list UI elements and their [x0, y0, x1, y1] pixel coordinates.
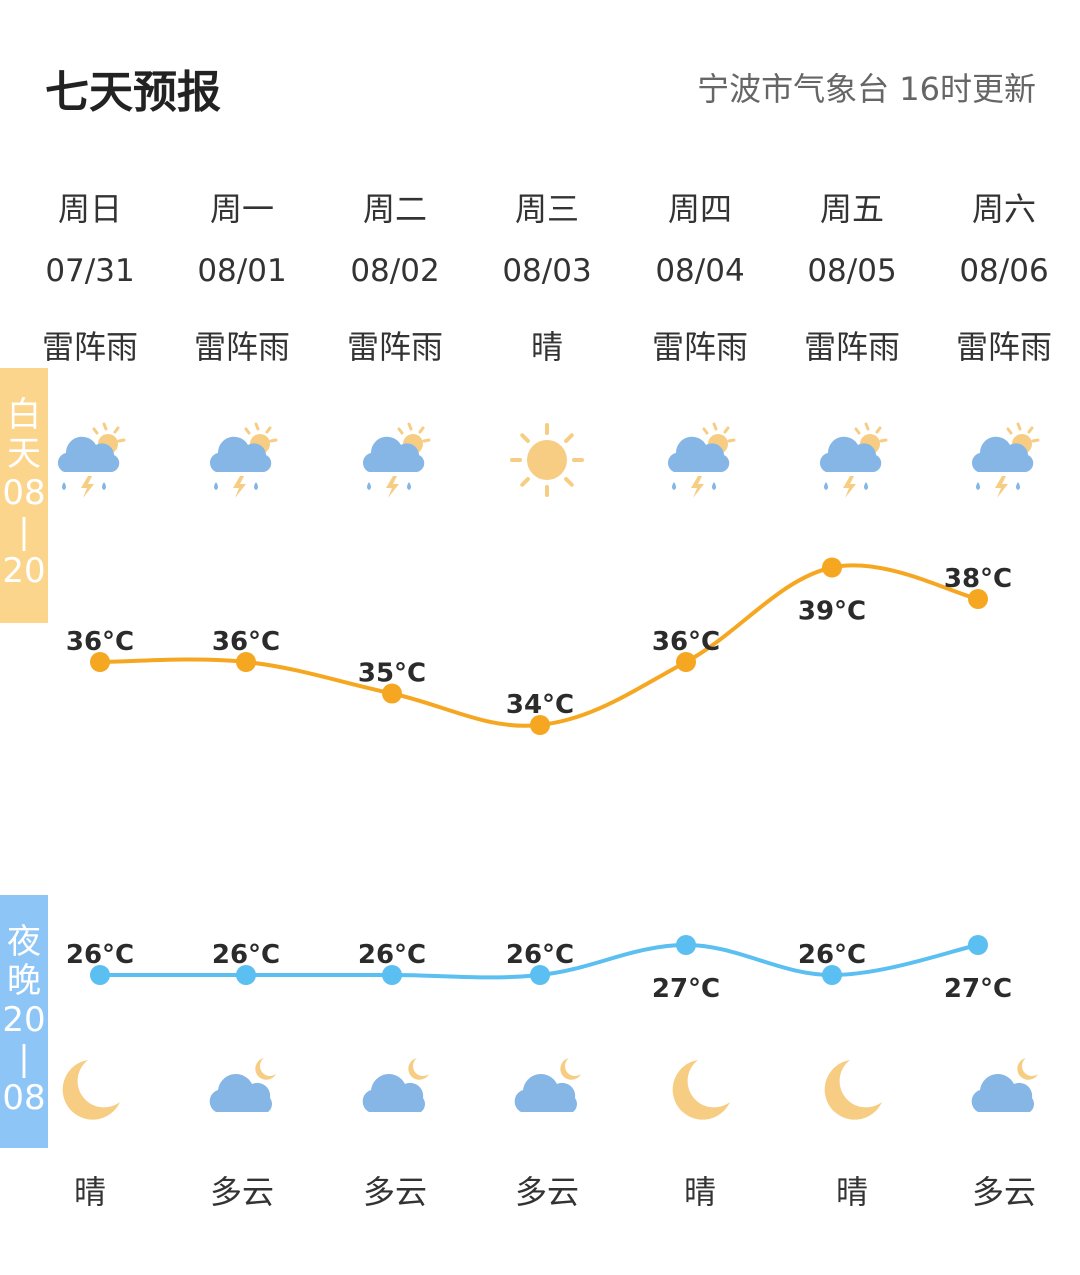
date-label: 07/31 — [45, 253, 135, 289]
band-label-char: 08 — [2, 1078, 46, 1118]
thunder-shower-icon — [964, 420, 1044, 500]
date-label: 08/06 — [959, 253, 1049, 289]
weekday-label: 周日 — [57, 190, 122, 228]
sun-icon — [507, 420, 587, 500]
day-weather-label: 雷阵雨 — [955, 328, 1052, 366]
night-temp-point — [530, 965, 550, 985]
night-temp-point — [236, 965, 256, 985]
band-label-char: 白 — [7, 395, 41, 435]
day-temp-point — [676, 652, 696, 672]
night-weather-label: 晴 — [73, 1173, 106, 1211]
day-temp-label: 34°C — [506, 690, 574, 720]
night-temp-point — [382, 965, 402, 985]
day-temp-point — [530, 715, 550, 735]
night-temp-label: 26°C — [358, 940, 426, 970]
day-temp-point — [822, 557, 842, 578]
cloudy-night-icon — [202, 1050, 282, 1130]
cloudy-night-icon — [507, 1050, 587, 1130]
day-temp-point — [382, 683, 402, 704]
day-weather-label: 雷阵雨 — [651, 328, 748, 366]
night-temp-label: 27°C — [944, 974, 1012, 1004]
weekday-label: 周五 — [819, 190, 884, 228]
thunder-shower-icon — [660, 420, 740, 500]
band-label-char: 天 — [7, 434, 41, 474]
weekday-label: 周二 — [362, 190, 427, 228]
date-label: 08/05 — [807, 253, 897, 289]
band-label-char: 20 — [2, 551, 46, 591]
date-label: 08/03 — [502, 253, 592, 289]
day-weather-label: 晴 — [530, 328, 563, 366]
night-band: 夜晚 20 | 08 — [0, 895, 48, 1148]
day-band: 白天 08 | 20 — [0, 368, 48, 623]
band-label-char: 夜 — [7, 922, 41, 962]
day-temp-point — [236, 652, 256, 672]
band-label-char: 晚 — [7, 961, 41, 1001]
day-weather-label: 雷阵雨 — [193, 328, 290, 366]
night-temp-point — [968, 935, 988, 955]
thunder-shower-icon — [202, 420, 282, 500]
day-temp-point — [968, 589, 988, 609]
night-weather-label: 多云 — [209, 1173, 274, 1211]
day-temp-label: 36°C — [652, 627, 720, 657]
night-weather-label: 多云 — [971, 1173, 1036, 1211]
weekday-label: 周四 — [667, 190, 732, 228]
night-weather-label: 多云 — [362, 1173, 427, 1211]
night-temp-label: 27°C — [652, 974, 720, 1004]
thunder-shower-icon — [355, 420, 435, 500]
day-weather-label: 雷阵雨 — [803, 328, 900, 366]
band-label-char: 08 — [2, 473, 46, 513]
night-weather-label: 晴 — [683, 1173, 716, 1211]
day-weather-label: 雷阵雨 — [41, 328, 138, 366]
day-temp-point — [90, 652, 110, 672]
day-temp-label: 35°C — [358, 659, 426, 689]
date-label: 08/02 — [350, 253, 440, 289]
night-temp-label: 26°C — [66, 940, 134, 970]
night-temp-point — [822, 965, 842, 985]
day-temp-label: 36°C — [212, 627, 280, 657]
night-weather-label: 多云 — [514, 1173, 579, 1211]
night-temp-label: 26°C — [798, 940, 866, 970]
moon-icon — [660, 1050, 740, 1130]
night-temp-label: 26°C — [506, 940, 574, 970]
cloudy-night-icon — [355, 1050, 435, 1130]
night-temp-point — [676, 935, 696, 955]
moon-icon — [50, 1050, 130, 1130]
day-weather-label: 雷阵雨 — [346, 328, 443, 366]
thunder-shower-icon — [812, 420, 892, 500]
night-temp-label: 26°C — [212, 940, 280, 970]
weekday-label: 周一 — [209, 190, 274, 228]
band-label-char: | — [18, 512, 30, 552]
day-temp-label: 38°C — [944, 564, 1012, 594]
band-label-char: | — [18, 1039, 30, 1079]
cloudy-night-icon — [964, 1050, 1044, 1130]
moon-icon — [812, 1050, 892, 1130]
update-source: 宁波市气象台 16时更新 — [697, 70, 1036, 108]
day-temp-label: 39°C — [798, 597, 866, 627]
date-label: 08/04 — [655, 253, 745, 289]
band-label-char: 20 — [2, 1000, 46, 1040]
night-weather-label: 晴 — [835, 1173, 868, 1211]
thunder-shower-icon — [50, 420, 130, 500]
day-temp-label: 36°C — [66, 627, 134, 657]
weekday-label: 周三 — [514, 190, 579, 228]
date-label: 08/01 — [197, 253, 287, 289]
page-title: 七天预报 — [45, 67, 221, 118]
weekday-label: 周六 — [971, 190, 1036, 228]
night-temp-point — [90, 965, 110, 985]
